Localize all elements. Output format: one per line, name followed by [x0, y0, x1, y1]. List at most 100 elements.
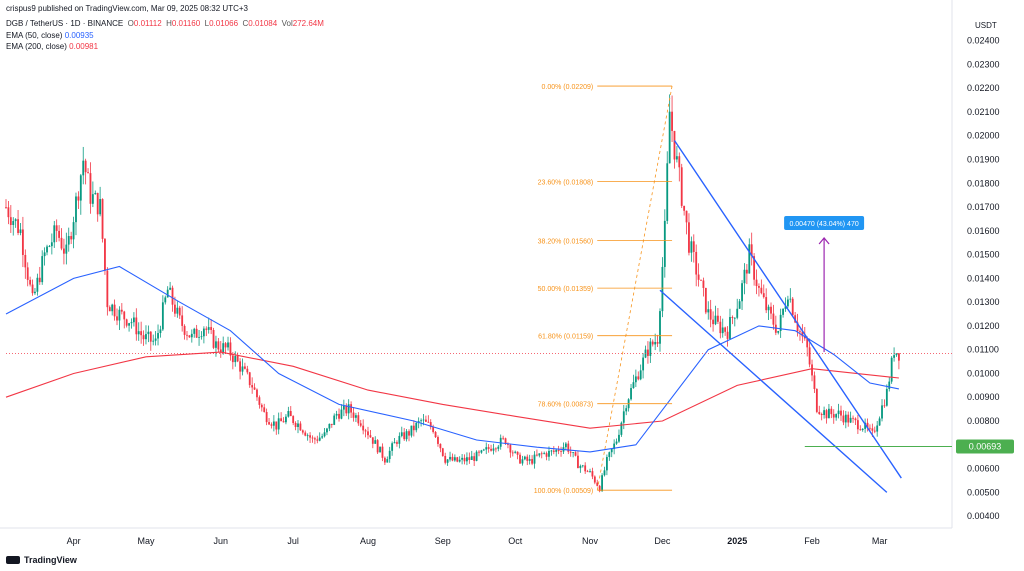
candle-body	[692, 241, 695, 252]
ema200-legend[interactable]: EMA (200, close) 0.00981	[6, 42, 98, 51]
candle-body	[379, 446, 381, 453]
candle-body	[815, 389, 818, 412]
candle-body	[871, 428, 874, 431]
candle-body	[721, 327, 724, 334]
candle-body	[410, 425, 413, 436]
candle-body	[330, 423, 333, 425]
candle-body	[391, 443, 394, 451]
candle-body	[347, 404, 350, 414]
candle-body	[82, 160, 85, 176]
candle-body	[26, 267, 29, 280]
candle-body	[579, 465, 582, 469]
candle-body	[895, 353, 898, 356]
candle-body	[603, 470, 606, 476]
candle-body	[147, 331, 150, 335]
candle-body	[118, 309, 121, 321]
candle-body	[94, 192, 97, 195]
tradingview-logo: TradingView	[6, 555, 77, 565]
candle-body	[504, 438, 507, 444]
candle-body	[557, 449, 560, 452]
candle-body	[116, 316, 118, 321]
candle-body	[675, 156, 678, 160]
candle-body	[263, 407, 266, 412]
candle-body	[31, 284, 34, 294]
candle-body	[786, 299, 789, 307]
candle-body	[277, 418, 280, 430]
candle-body	[405, 431, 408, 440]
open-label: O	[127, 19, 134, 28]
candle-body	[53, 225, 56, 243]
candle-body	[135, 317, 138, 335]
candle-body	[586, 471, 589, 473]
candle-body	[784, 306, 787, 309]
candle-body	[311, 437, 314, 439]
candle-body	[774, 324, 777, 333]
candle-body	[745, 269, 748, 274]
candle-body	[608, 452, 611, 458]
candle-body	[531, 459, 534, 464]
candle-body	[801, 331, 804, 337]
candle-body	[36, 277, 39, 292]
candle-body	[840, 410, 842, 416]
candle-body	[852, 417, 854, 419]
candle-body	[359, 423, 362, 426]
candle-body	[243, 366, 246, 369]
channel-lower-line	[659, 289, 888, 493]
candle-body	[832, 414, 835, 418]
symbol-label[interactable]: DGB / TetherUS · 1D · BINANCE	[6, 19, 124, 28]
candle-body	[651, 341, 654, 345]
candle-body	[620, 422, 623, 435]
candle-body	[326, 428, 328, 433]
candle-body	[246, 368, 249, 373]
candle-body	[741, 283, 743, 302]
candle-body	[712, 319, 715, 325]
candle-body	[231, 355, 234, 363]
candle-body	[878, 418, 881, 426]
candle-body	[388, 450, 391, 460]
candle-body	[7, 207, 10, 218]
measure-label: 0.00470 (43.04%) 470	[789, 221, 858, 228]
fib-level-label: 50.00% (0.01359)	[538, 286, 594, 293]
candle-body	[188, 335, 191, 338]
candle-body	[869, 427, 871, 429]
candle-body	[234, 356, 237, 363]
candle-body	[584, 465, 587, 472]
candle-body	[171, 287, 174, 305]
price-tick-label: 0.00600	[967, 464, 1000, 474]
candle-body	[437, 437, 439, 444]
candle-body	[321, 436, 324, 438]
candle-body	[132, 317, 135, 323]
candle-body	[601, 475, 603, 492]
candle-body	[779, 314, 782, 331]
candle-body	[157, 333, 159, 339]
candle-body	[41, 256, 44, 283]
candle-body	[642, 357, 645, 371]
candle-body	[328, 423, 331, 429]
candle-body	[55, 225, 58, 231]
ema50-value: 0.00935	[64, 31, 94, 40]
candle-body	[400, 432, 403, 436]
candle-body	[637, 376, 640, 380]
candle-body	[593, 476, 596, 483]
candle-body	[46, 246, 48, 253]
candle-body	[545, 453, 548, 457]
candle-body	[270, 424, 273, 426]
ema50-legend[interactable]: EMA (50, close) 0.00935	[6, 31, 94, 40]
candle-body	[449, 456, 451, 460]
candle-body	[883, 405, 886, 407]
candle-body	[301, 430, 304, 433]
candle-body	[275, 421, 278, 430]
candle-body	[888, 381, 891, 389]
candle-body	[446, 459, 449, 463]
candle-body	[14, 219, 17, 222]
time-tick-label: Nov	[582, 536, 599, 546]
candle-body	[625, 408, 628, 412]
candle-body	[729, 317, 731, 339]
close-label: C	[242, 19, 249, 28]
candle-body	[538, 453, 541, 456]
candle-body	[714, 315, 717, 325]
brand-text: TradingView	[24, 555, 77, 565]
ema50-label: EMA (50, close)	[6, 31, 63, 40]
candle-body	[835, 414, 838, 418]
